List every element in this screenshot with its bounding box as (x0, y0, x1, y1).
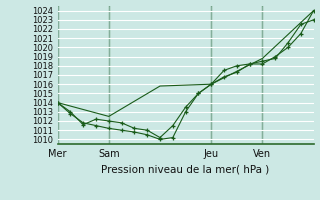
X-axis label: Pression niveau de la mer( hPa ): Pression niveau de la mer( hPa ) (101, 164, 270, 174)
